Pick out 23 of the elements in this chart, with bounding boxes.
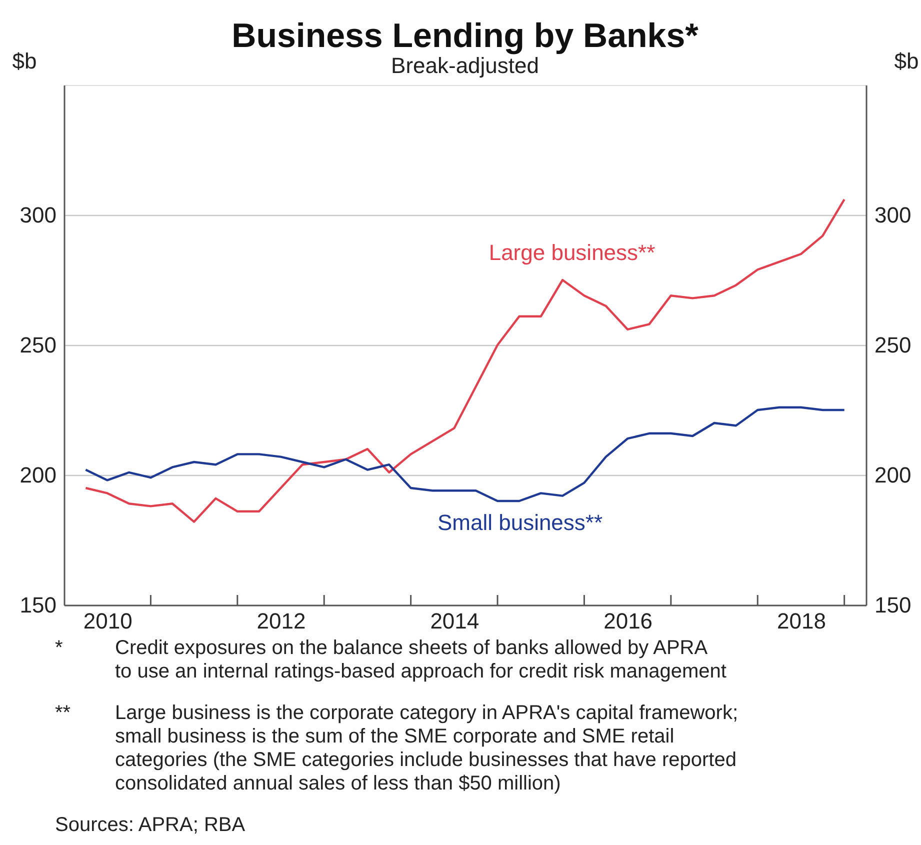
x-tick-label: 2014 [430,608,480,634]
y2-axis-title: $b [894,48,919,74]
text: ** Large business is the corporate category in APRA's capital framework; small business is the sum of the SME corporate and SME retail categories (the SME categories include businesses that have reported consolidated annual sales of less than $50 million) [55,702,738,794]
chart-title: Business Lending by Banks* [232,17,700,55]
series-label: Large business** [488,240,656,265]
y2-tick-label: 150 [874,592,912,618]
x-tick-label: 2010 [83,608,132,634]
x-tick-label: 2012 [256,608,306,634]
y-tick-label: 250 [20,332,56,358]
y2-tick-label: 300 [874,202,912,228]
series-label: Small business** [437,510,603,535]
y-tick-label: 150 [20,592,56,618]
x-tick-label: 2018 [776,608,826,634]
y-axis-title: $b [12,48,37,74]
chart-subtitle: Break-adjusted [391,53,539,78]
y2-tick-label: 250 [874,332,912,358]
source-note: Sources: APRA; RBA [55,814,246,836]
y-tick-label: 200 [20,462,56,488]
text: * Credit exposures on the balance sheets of banks allowed by APRA to use an internal ratings-based approach for credit risk management [55,637,726,682]
line-series [84,406,846,502]
y-tick-label: 300 [20,202,56,228]
y2-tick-label: 200 [874,462,912,488]
x-tick-label: 2016 [604,608,653,634]
